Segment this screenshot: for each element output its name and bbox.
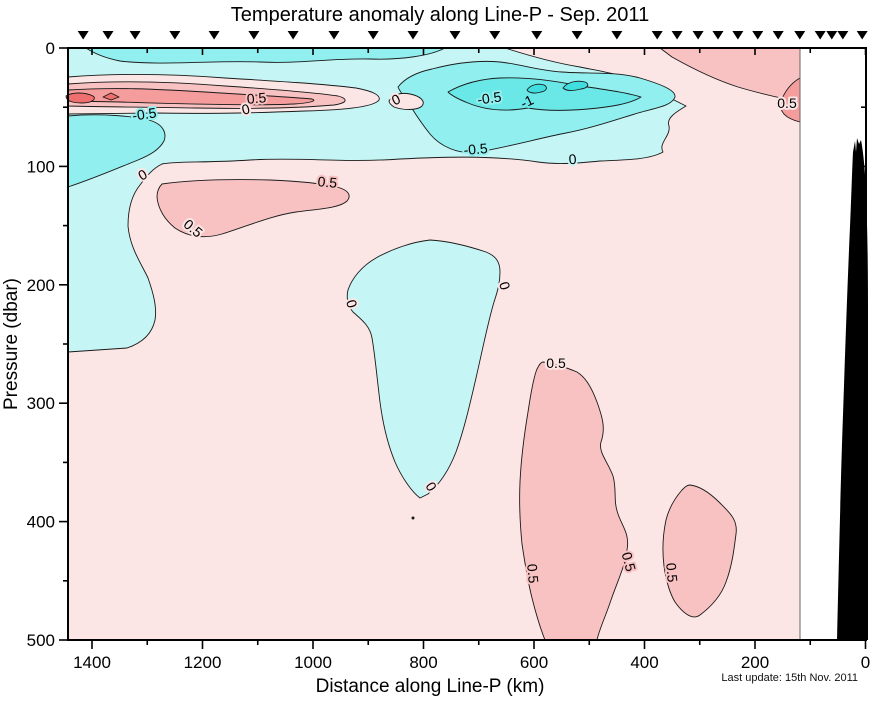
x-axis-tick-label: 800 [409,653,437,672]
contour-value-label: -0.5 [463,140,489,158]
contour-region-tiny-contour-dot [411,516,415,520]
station-marker-icon [102,31,114,40]
y-axis-tick-label: 200 [27,276,55,295]
contour-value-label: 0.5 [524,563,542,584]
contour-region-mid-depth-warm-blob-0.5 [156,179,350,238]
y-axis-tick-label: 0 [46,39,55,58]
chart-title: Temperature anomaly along Line-P - Sep. … [231,4,649,26]
y-axis-title: Pressure (dbar) [1,278,22,410]
contour-region-surface-warm-core-1.5-a [65,92,95,104]
station-markers-layer [77,31,868,40]
station-marker-icon [248,31,260,40]
station-marker-icon [208,31,220,40]
x-axis-tick-label: 1400 [73,653,111,672]
contour-value-label: 0 [568,151,577,168]
station-marker-icon [712,31,724,40]
x-axis-tick-label: 400 [630,653,658,672]
station-marker-icon [794,31,806,40]
station-marker-icon [732,31,744,40]
contour-value-label: 0.5 [777,95,797,111]
bathymetry-silhouette [837,138,868,640]
x-axis-tick-label: 0 [861,653,870,672]
x-axis-tick-label: 200 [741,653,769,672]
y-axis-tick-label: 100 [27,157,55,176]
x-axis-tick-label: 1200 [184,653,222,672]
station-marker-icon [814,31,826,40]
station-marker-icon [611,31,623,40]
y-axis-tick-label: 400 [27,513,55,532]
contour-value-label: -0.5 [476,88,502,107]
contour-region-top-strip-neg0.5 [85,47,446,64]
contour-region-deep-warm-blob-a-0.5 [519,361,629,641]
y-axis-tick-label: 300 [27,394,55,413]
contour-region-mid-neg1.5-core-a [526,83,547,94]
station-marker-icon [449,31,461,40]
station-marker-icon [77,31,89,40]
station-marker-icon [826,31,838,40]
contour-value-label: 0.5 [246,89,267,107]
contour-value-label: 0.5 [663,562,681,583]
station-marker-icon [407,31,419,40]
contour-fill-layer [65,47,801,641]
station-marker-icon [772,31,784,40]
station-marker-icon [752,31,764,40]
contour-region-mid-neg1-core [447,77,642,111]
contour-region-mini-warm-blob [388,92,424,110]
station-marker-icon [328,31,340,40]
station-marker-icon [692,31,704,40]
station-marker-icon [489,31,501,40]
axis-ticks-layer: 1400 1200 1000 800 600 400 200 0 0 100 200 300 400 50… [27,39,871,672]
station-marker-icon [129,31,141,40]
station-marker-icon [571,31,583,40]
contour-value-label: 0.5 [317,173,338,191]
contour-value-label: 0.5 [546,355,566,371]
station-marker-icon [531,31,543,40]
station-marker-icon [651,31,663,40]
update-note: Last update: 15th Nov. 2011 [721,672,858,684]
bathymetry-layer [837,138,868,640]
contour-value-label: -0.5 [131,104,157,123]
station-marker-icon [837,31,849,40]
contour-region-central-cool-blob-0 [346,239,501,499]
station-marker-icon [287,31,299,40]
contour-region-deep-warm-blob-b-0.5 [662,484,737,618]
contour-region-topright-warm-core-1 [780,77,801,123]
station-marker-icon [856,31,868,40]
x-axis-title: Distance along Line-P (km) [316,676,545,697]
contour-region-surface-warm-core-1.5-b [102,92,120,101]
station-marker-icon [169,31,181,40]
station-marker-icon [367,31,379,40]
x-axis-tick-label: 1000 [294,653,332,672]
station-marker-icon [671,31,683,40]
contour-region-surface-warm-band-1 [67,88,315,106]
y-axis-tick-label: 500 [27,631,55,650]
contour-region-mid-neg1.5-core-b [562,80,589,91]
contour-region-left-neg0.5-blob [67,114,166,188]
x-axis-tick-label: 600 [520,653,548,672]
